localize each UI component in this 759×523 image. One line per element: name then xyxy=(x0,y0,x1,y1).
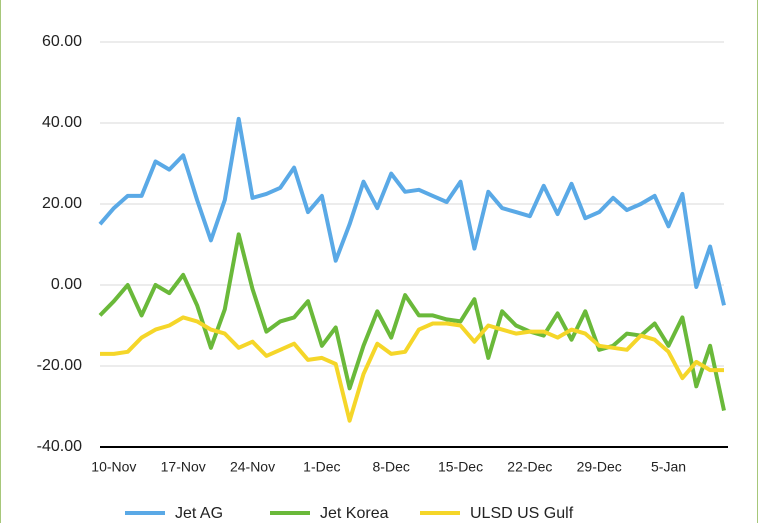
y-tick-label: -20.00 xyxy=(37,357,82,374)
x-tick-label: 10-Nov xyxy=(91,459,136,475)
x-tick-label: 5-Jan xyxy=(651,459,686,475)
legend-label: ULSD US Gulf xyxy=(470,505,574,522)
y-tick-label: 40.00 xyxy=(42,114,82,131)
series-line xyxy=(98,116,726,306)
x-tick-label: 17-Nov xyxy=(161,459,206,475)
x-tick-label: 22-Dec xyxy=(507,459,552,475)
x-tick-label: 1-Dec xyxy=(303,459,340,475)
y-tick-label: 20.00 xyxy=(42,195,82,212)
y-tick-label: 60.00 xyxy=(42,33,82,50)
y-tick-label: -40.00 xyxy=(37,438,82,455)
legend-label: Jet Korea xyxy=(320,505,389,522)
x-tick-label: 15-Dec xyxy=(438,459,483,475)
series-line xyxy=(98,232,726,412)
x-tick-label: 8-Dec xyxy=(373,459,410,475)
x-tick-label: 24-Nov xyxy=(230,459,275,475)
series-line xyxy=(100,315,724,423)
x-tick-label: 29-Dec xyxy=(577,459,622,475)
y-tick-label: 0.00 xyxy=(51,276,82,293)
legend-label: Jet AG xyxy=(175,505,223,522)
